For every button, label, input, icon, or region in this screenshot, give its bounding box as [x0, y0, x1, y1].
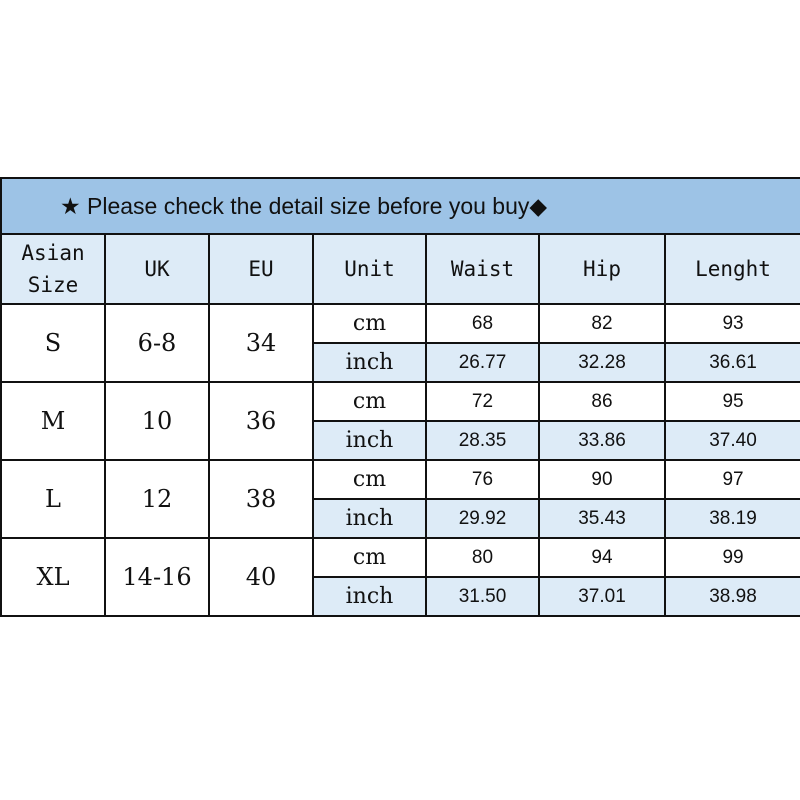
header-asian-size: Asian Size: [0, 233, 106, 305]
header-length: Lenght: [663, 233, 800, 305]
hip-cell: 94: [538, 537, 666, 578]
table-row-cm: L 12 38 cm 76 90 97: [0, 459, 800, 539]
table-row-cm: XL 14-16 40 cm 80 94 99: [0, 537, 800, 617]
uk-size-cell: 6-8: [104, 303, 210, 383]
header-waist: Waist: [425, 233, 540, 305]
header-uk: UK: [104, 233, 210, 305]
hip-cell: 37.01: [538, 576, 666, 617]
asian-size-cell: S: [0, 303, 106, 383]
waist-cell: 28.35: [425, 420, 540, 461]
hip-cell: 35.43: [538, 498, 666, 539]
uk-size-cell: 10: [104, 381, 210, 461]
title-bar: ★ Please check the detail size before yo…: [0, 177, 800, 235]
hip-cell: 86: [538, 381, 666, 422]
unit-cell: inch: [312, 420, 427, 461]
header-eu: EU: [208, 233, 314, 305]
eu-size-cell: 40: [208, 537, 314, 617]
table-row-inch: inch 28.35 33.86 37.40: [1, 420, 800, 461]
star-icon: ★: [60, 192, 81, 219]
unit-cell: inch: [312, 576, 427, 617]
length-cell: 99: [663, 537, 800, 578]
unit-cell: cm: [312, 537, 427, 578]
waist-cell: 26.77: [425, 342, 540, 383]
table-row-cm: S 6-8 34 cm 68 82 93: [0, 303, 800, 383]
unit-cell: cm: [312, 381, 427, 422]
length-cell: 95: [663, 381, 800, 422]
waist-cell: 76: [425, 459, 540, 500]
unit-cell: inch: [312, 498, 427, 539]
diamond-icon: ◆: [529, 192, 548, 219]
asian-size-cell: M: [0, 381, 106, 461]
uk-size-cell: 12: [104, 459, 210, 539]
header-hip: Hip: [538, 233, 666, 305]
unit-cell: inch: [312, 342, 427, 383]
eu-size-cell: 36: [208, 381, 314, 461]
table-row-inch: inch 29.92 35.43 38.19: [1, 498, 800, 539]
hip-cell: 32.28: [538, 342, 666, 383]
asian-size-cell: L: [0, 459, 106, 539]
waist-cell: 80: [425, 537, 540, 578]
waist-cell: 68: [425, 303, 540, 344]
unit-cell: cm: [312, 303, 427, 344]
length-cell: 93: [663, 303, 800, 344]
uk-size-cell: 14-16: [104, 537, 210, 617]
length-cell: 38.19: [663, 498, 800, 539]
header-unit: Unit: [312, 233, 427, 305]
hip-cell: 33.86: [538, 420, 666, 461]
eu-size-cell: 38: [208, 459, 314, 539]
waist-cell: 72: [425, 381, 540, 422]
table-row-inch: inch 31.50 37.01 38.98: [1, 576, 800, 617]
length-cell: 97: [663, 459, 800, 500]
length-cell: 36.61: [663, 342, 800, 383]
length-cell: 37.40: [663, 420, 800, 461]
table-row-cm: M 10 36 cm 72 86 95: [0, 381, 800, 461]
size-chart-table: ★ Please check the detail size before yo…: [0, 177, 800, 617]
header-row: Asian Size UK EU Unit Waist Hip Lenght: [0, 233, 800, 305]
waist-cell: 31.50: [425, 576, 540, 617]
table-row-inch: inch 26.77 32.28 36.61: [1, 342, 800, 383]
waist-cell: 29.92: [425, 498, 540, 539]
asian-size-cell: XL: [0, 537, 106, 617]
hip-cell: 82: [538, 303, 666, 344]
title-text: Please check the detail size before you …: [87, 192, 530, 219]
length-cell: 38.98: [663, 576, 800, 617]
hip-cell: 90: [538, 459, 666, 500]
eu-size-cell: 34: [208, 303, 314, 383]
unit-cell: cm: [312, 459, 427, 500]
